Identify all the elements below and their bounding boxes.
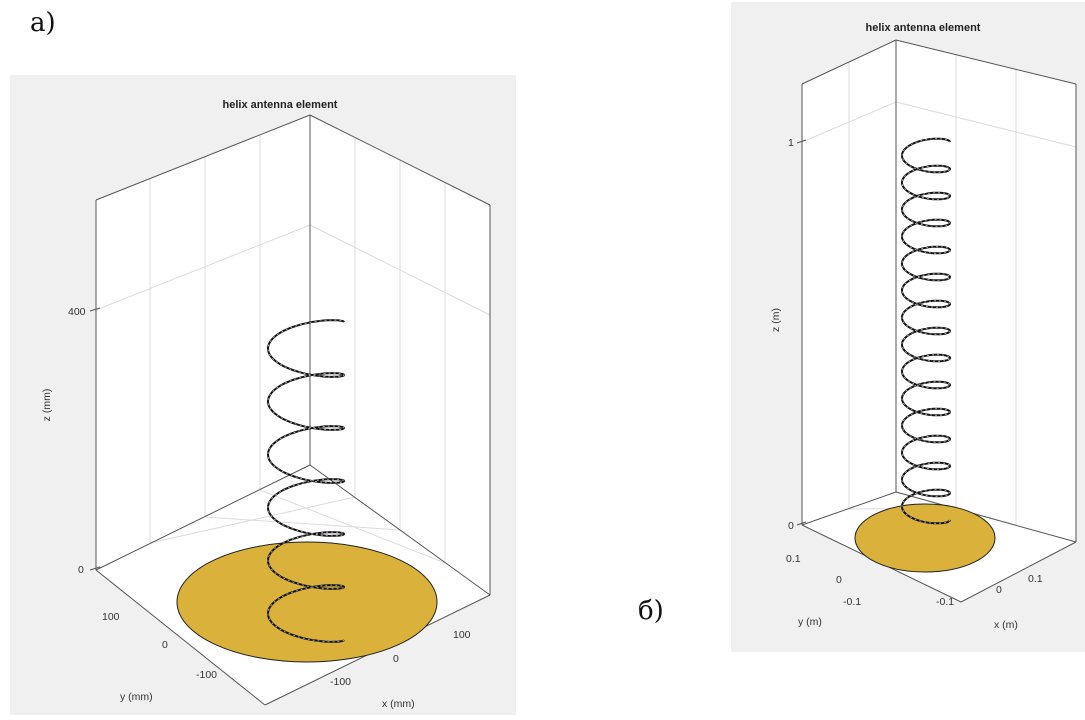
figure-b: 1 0 z (m) 0.1 0 -0.1 y (m) 0.1 0 -0.1 x … xyxy=(731,2,1085,652)
x-axis-label: x (m) xyxy=(994,619,1018,631)
x-tick-100: 100 xyxy=(453,629,471,641)
x-tick-0.1: 0.1 xyxy=(1028,573,1043,585)
ground-plane xyxy=(854,503,996,573)
z-tick-1: 1 xyxy=(788,137,794,149)
axes-box xyxy=(95,114,491,706)
panel-label-b: б) xyxy=(638,596,664,626)
z-axis-label: z (mm) xyxy=(41,389,53,422)
x-tick-0: 0 xyxy=(393,653,399,665)
z-tick-0: 0 xyxy=(788,520,794,532)
x-tick-0: 0 xyxy=(996,584,1002,596)
y-tick-0.1: 0.1 xyxy=(786,553,801,565)
y-tick-minus0.1: -0.1 xyxy=(843,596,861,608)
plot-a: 400 0 z (mm) 100 0 -100 y (mm) 100 0 -10… xyxy=(41,99,491,710)
z-tick-400: 400 xyxy=(68,306,86,318)
y-tick-0: 0 xyxy=(162,639,168,651)
y-axis-label: y (mm) xyxy=(120,691,153,703)
plot-b: 1 0 z (m) 0.1 0 -0.1 y (m) 0.1 0 -0.1 x … xyxy=(770,22,1077,631)
x-axis-label: x (mm) xyxy=(382,698,415,710)
panel-label-a: a) xyxy=(30,8,56,38)
z-tick-0: 0 xyxy=(78,564,84,576)
z-axis-label: z (m) xyxy=(770,308,782,332)
plot-title: helix antenna element xyxy=(866,22,981,34)
x-tick-minus100: -100 xyxy=(330,676,351,688)
plot-title: helix antenna element xyxy=(223,99,338,111)
grid-lines xyxy=(95,135,491,564)
helix-coil-highlight xyxy=(267,319,345,643)
y-axis-label: y (m) xyxy=(798,616,822,628)
figure-a: 400 0 z (mm) 100 0 -100 y (mm) 100 0 -10… xyxy=(10,75,516,715)
y-tick-0: 0 xyxy=(836,574,842,586)
ground-plane xyxy=(176,541,438,663)
y-tick-100: 100 xyxy=(102,611,120,623)
y-tick-minus100: -100 xyxy=(196,669,217,681)
helix-coil-highlight xyxy=(901,138,951,524)
x-tick-minus0.1: -0.1 xyxy=(936,596,954,608)
